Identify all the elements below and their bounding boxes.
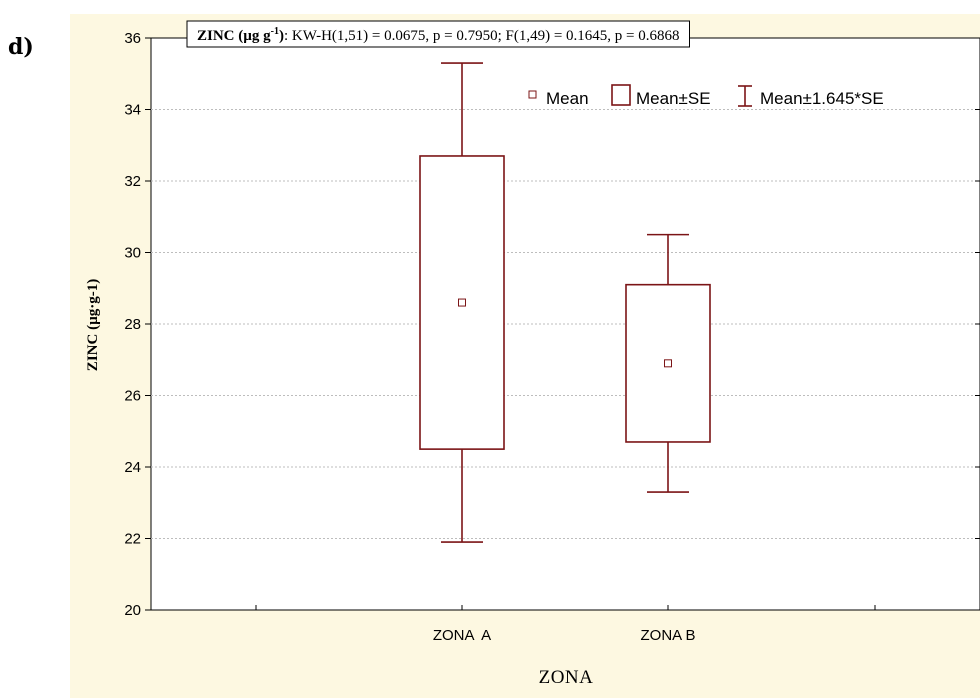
y-tick-label: 36 — [124, 30, 141, 47]
title-superscript: -1 — [271, 26, 279, 37]
y-axis-label: ZINC (µg·g-1) — [85, 279, 101, 371]
y-tick-label: 32 — [124, 173, 141, 190]
legend-whisker-label: Mean±1.645*SE — [760, 89, 884, 108]
box-group — [419, 62, 505, 543]
y-tick-label: 20 — [124, 602, 141, 619]
y-tick-label: 22 — [124, 531, 141, 548]
y-tick-label: 26 — [124, 388, 141, 405]
title-box-border — [186, 20, 690, 48]
legend-whisker-marker — [738, 85, 752, 107]
x-axis-label: ZONA — [539, 667, 594, 688]
x-tick-label: ZONA A — [433, 627, 491, 644]
chart-title: ZINC (µg g-1): KW-H(1,51) = 0.0675, p = … — [197, 26, 680, 44]
legend-se-label: Mean±SE — [636, 89, 711, 108]
box-group — [625, 233, 711, 493]
legend-mean-label: Mean — [546, 89, 589, 108]
se-box — [625, 283, 711, 443]
y-tick-label: 34 — [124, 102, 141, 119]
title-bold-prefix: ZINC (µg g — [197, 28, 271, 44]
title-statistics: : KW-H(1,51) = 0.0675, p = 0.7950; F(1,4… — [284, 28, 680, 44]
mean-marker — [664, 359, 672, 368]
axes: 20 22 24 26 28 30 32 34 36 ZONA A ZONA B — [124, 30, 980, 644]
chart-title-box: ZINC (µg g-1): KW-H(1,51) = 0.0675, p = … — [186, 20, 690, 48]
y-tick-label: 28 — [124, 316, 141, 333]
plot-area — [150, 37, 980, 611]
y-tick-label: 30 — [124, 245, 141, 262]
boxes — [419, 62, 711, 543]
title-bold-suffix: ) — [279, 28, 284, 44]
y-tick-label: 24 — [124, 459, 141, 476]
mean-marker — [458, 298, 466, 307]
legend-mean-marker — [528, 90, 537, 99]
legend-se-marker — [611, 84, 631, 106]
panel-label: d) — [8, 34, 34, 60]
x-tick-label: ZONA B — [640, 627, 695, 644]
legend: Mean Mean±SE Mean±1.645*SE — [528, 84, 884, 108]
